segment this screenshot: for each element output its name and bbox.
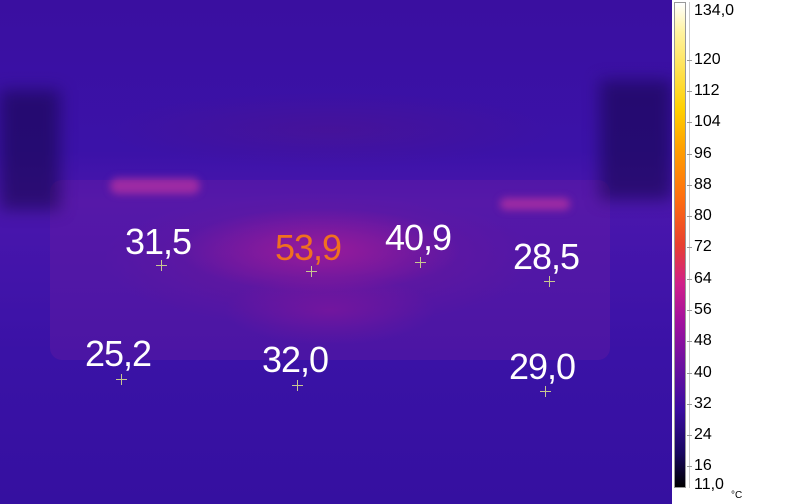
thermal-image (0, 0, 672, 504)
scale-tick (687, 247, 692, 249)
measurement-crosshair (544, 276, 555, 287)
scale-tick-label: 96 (694, 144, 712, 162)
scale-tick-label: 40 (694, 363, 712, 381)
temperature-label: 31,5 (125, 221, 192, 262)
laptop-base (50, 180, 610, 360)
scale-tick (687, 59, 692, 61)
temperature-label: 29,0 (509, 346, 576, 387)
scale-tick-label: 72 (694, 238, 712, 256)
temperature-label: 32,0 (262, 339, 329, 380)
scale-tick (687, 372, 692, 374)
scale-tick (687, 435, 692, 437)
scale-tick (687, 153, 692, 155)
measurement-crosshair (292, 380, 303, 391)
scale-tick-label: 112 (694, 82, 720, 100)
scale-tick (687, 403, 692, 405)
measurement-crosshair (415, 257, 426, 268)
temperature-label: 53,9 (275, 227, 342, 268)
measurement-crosshair (116, 374, 127, 385)
scale-min: 11,0 (694, 476, 724, 493)
scale-tick (687, 466, 692, 468)
hotspot (500, 198, 570, 210)
scale-max: 134,0 (694, 2, 735, 19)
hotspot (110, 178, 200, 194)
scale-tick-label: 32 (694, 394, 712, 412)
scale-tick (687, 341, 692, 343)
shadow (600, 80, 672, 200)
scale-tick (687, 310, 692, 312)
scale-tick-label: 104 (694, 113, 721, 131)
scale-tick-label: 88 (694, 175, 712, 193)
color-scale-bar (674, 2, 686, 488)
scale-tick-label: 80 (694, 207, 712, 225)
scale-tick-label: 16 (694, 457, 712, 475)
scale-tick-label: 56 (694, 301, 712, 319)
scale-tick (687, 278, 692, 280)
shadow (0, 90, 60, 210)
measurement-crosshair (306, 266, 317, 277)
temperature-label: 40,9 (385, 217, 452, 258)
temperature-label: 25,2 (85, 333, 152, 374)
scale-tick (687, 122, 692, 124)
scale-tick-label: 48 (694, 332, 712, 350)
scale-tick (687, 184, 692, 186)
scale-tick (687, 91, 692, 93)
temperature-label: 28,5 (513, 236, 580, 277)
measurement-crosshair (540, 386, 551, 397)
scale-tick-label: 24 (694, 426, 712, 444)
scale-tick-label: 64 (694, 269, 712, 287)
scale-unit: °C (731, 490, 743, 501)
scale-rail (689, 2, 690, 488)
scale-tick (687, 216, 692, 218)
scale-tick-label: 120 (694, 50, 721, 68)
measurement-crosshair (156, 260, 167, 271)
